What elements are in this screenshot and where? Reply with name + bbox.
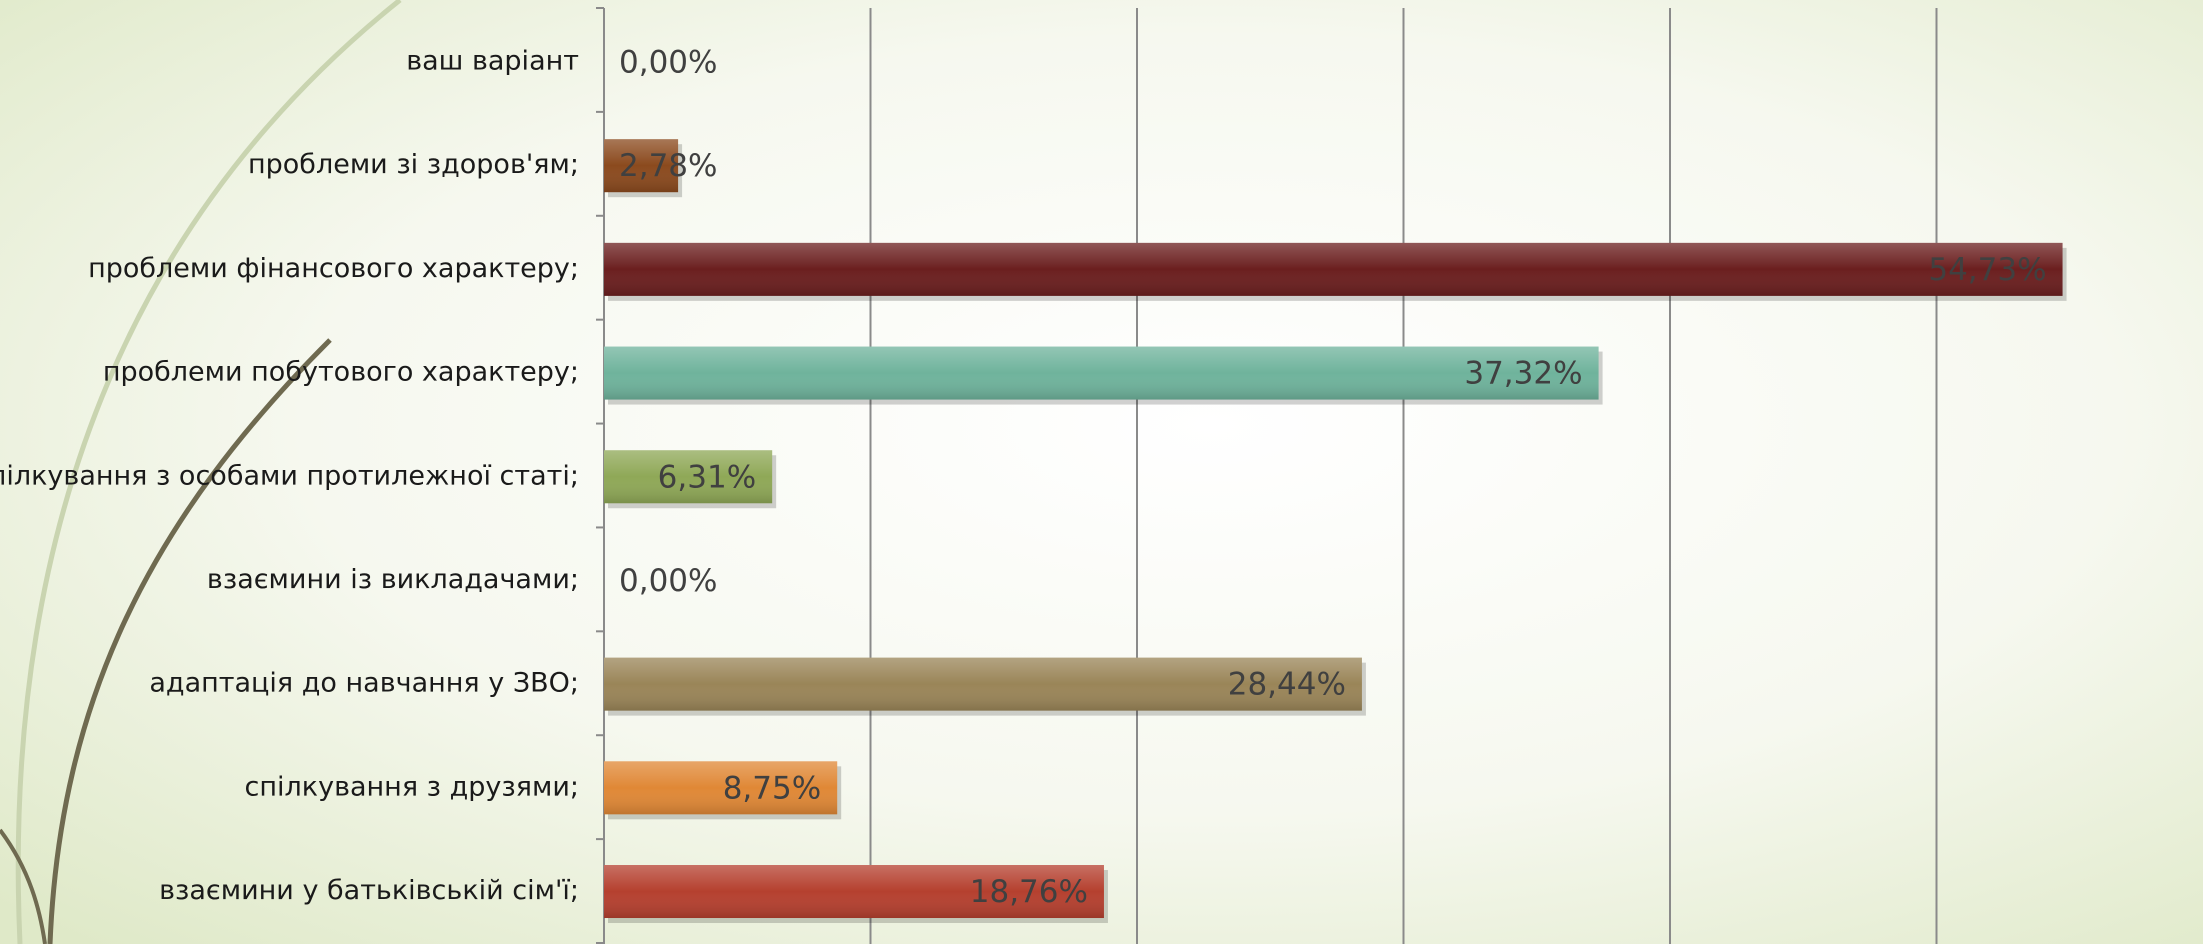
category-label: проблеми зі здоров'ям;	[248, 149, 579, 180]
value-label: 18,76%	[970, 874, 1088, 910]
value-label: 0,00%	[619, 45, 717, 81]
value-label: 2,78%	[619, 148, 717, 184]
value-label: 37,32%	[1464, 356, 1582, 392]
chart: ваш варіант 0,00% проблеми зі здоров'ям; 2,…	[0, 0, 2203, 944]
category-label: взаємини із викладачами;	[207, 564, 579, 595]
value-label: 54,73%	[1928, 252, 2046, 288]
value-label: 8,75%	[723, 770, 821, 806]
bar-shine	[604, 243, 2063, 296]
category-label: спілкування з друзями;	[245, 771, 579, 802]
category-label: взаємини у батьківській сім'ї;	[159, 875, 579, 906]
value-label: 0,00%	[619, 563, 717, 599]
value-label: 28,44%	[1228, 667, 1346, 703]
bar-shine	[604, 347, 1599, 400]
category-label: спілкування з особами протилежної статі;	[0, 460, 579, 491]
category-label: проблеми фінансового характеру;	[88, 253, 579, 284]
category-label: адаптація до навчання у ЗВО;	[149, 668, 579, 699]
category-label: ваш варіант	[406, 46, 579, 77]
value-label: 6,31%	[658, 459, 756, 495]
category-label: проблеми побутового характеру;	[103, 357, 579, 388]
